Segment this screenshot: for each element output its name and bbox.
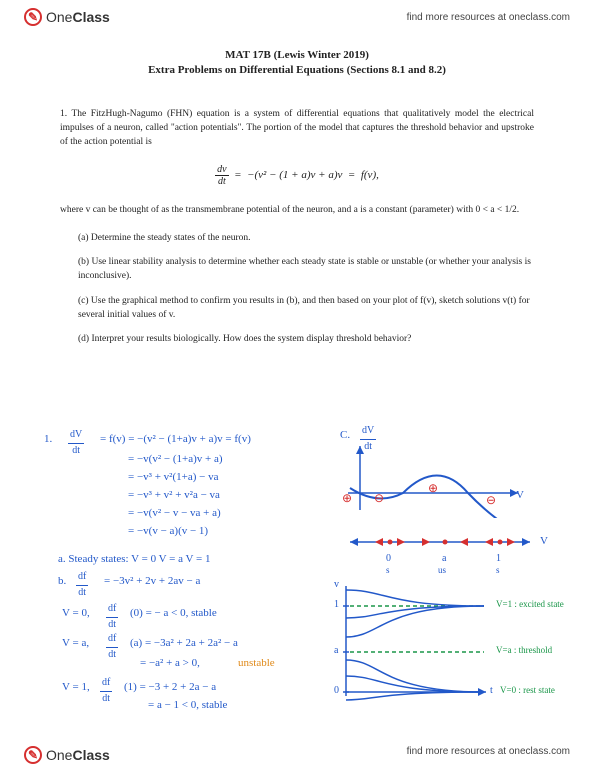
hand-line4: = −v³ + v² + v²a − va — [128, 488, 220, 504]
header-tagline: find more resources at oneclass.com — [407, 12, 570, 23]
hand-dt: dt — [68, 444, 84, 459]
hand-v1-a: V = 1, — [62, 680, 90, 696]
phase-ylabel: v — [334, 578, 339, 593]
logo-one: One — [46, 9, 72, 25]
hand-b-eq: = −3v² + 2v + 2av − a — [104, 574, 200, 590]
sign-minus-2: ⊖ — [486, 492, 496, 509]
numline-s1: s — [386, 564, 390, 577]
logo-text: OneClass — [46, 9, 110, 25]
part-d: (d) Interpret your results biologically.… — [78, 332, 534, 346]
hand-line5: = −v(v² − v − va + a) — [128, 506, 221, 522]
numline-s2: s — [496, 564, 500, 577]
footer-logo-icon: ✎ — [24, 746, 42, 764]
document-title: MAT 17B (Lewis Winter 2019) Extra Proble… — [60, 48, 534, 79]
phase-y0: 0 — [334, 684, 339, 699]
phase-t: t — [490, 684, 493, 699]
hand-line1: = f(v) = −(v² − (1+a)v + a)v = f(v) — [100, 432, 251, 448]
footer-logo-text: OneClass — [46, 747, 110, 763]
hand-v1-b: (1) = −3 + 2 + 2a − a — [124, 680, 216, 696]
title-line2: Extra Problems on Differential Equations… — [60, 63, 534, 78]
document-body: MAT 17B (Lewis Winter 2019) Extra Proble… — [0, 30, 594, 346]
hand-line6: = −v(v − a)(v − 1) — [128, 524, 208, 540]
label-excited: V=1 : excited state — [496, 598, 564, 611]
hand-v0-b: (0) = − a < 0, stable — [130, 606, 217, 622]
hand-va-unstable: unstable — [238, 656, 275, 672]
solutions-plot — [326, 582, 496, 702]
hand-num-1: 1. — [44, 432, 52, 448]
hand-steady: a. Steady states: V = 0 V = a V = 1 — [58, 552, 210, 568]
page-footer: ✎ OneClass find more resources at onecla… — [0, 746, 594, 764]
hand-va-b: (a) = −3a² + 2a + 2a² − a — [130, 636, 238, 652]
hand-v1-frac: dfdt — [100, 676, 112, 706]
numline-v: V — [540, 534, 548, 550]
hand-b-frac: dfdt — [76, 570, 88, 600]
hand-dvdt: dVdt — [68, 428, 84, 458]
part-c: (c) Use the graphical method to confirm … — [78, 294, 534, 323]
problem-intro: 1. The FitzHugh-Nagumo (FHN) equation is… — [60, 107, 534, 150]
hand-v0-frac: dfdt — [106, 602, 118, 632]
eq-fraction: dvdt — [215, 164, 228, 187]
footer-tagline: find more resources at oneclass.com — [407, 746, 570, 764]
logo-class: Class — [72, 9, 109, 25]
hand-va-a: V = a, — [62, 636, 89, 652]
part-b: (b) Use linear stability analysis to det… — [78, 255, 534, 284]
brand-logo: ✎ OneClass — [24, 8, 110, 26]
hand-va-frac: dfdt — [106, 632, 118, 662]
main-equation: dvdt = −(v² − (1 + a)v + a)v = f(v), — [60, 164, 534, 187]
phase-plot-fv — [328, 438, 528, 518]
logo-icon: ✎ — [24, 8, 42, 26]
phase-ya: a — [334, 644, 338, 659]
problem-after: where v can be thought of as the transme… — [60, 203, 534, 217]
hand-dv: dV — [68, 428, 84, 444]
page-header: ✎ OneClass find more resources at onecla… — [0, 0, 594, 30]
label-threshold: V=a : threshold — [496, 644, 552, 657]
numline-us: us — [438, 564, 446, 577]
hand-b-label: b. — [58, 574, 66, 590]
title-line1: MAT 17B (Lewis Winter 2019) — [60, 48, 534, 63]
axis-v-label: V — [516, 488, 524, 504]
label-rest: V=0 : rest state — [500, 684, 555, 697]
hand-v1-c: = a − 1 < 0, stable — [148, 698, 227, 714]
sign-plus-2: ⊕ — [428, 480, 438, 497]
phase-y1: 1 — [334, 598, 339, 613]
sign-minus-1: ⊖ — [374, 490, 384, 507]
footer-logo: ✎ OneClass — [24, 746, 110, 764]
hand-v0-a: V = 0, — [62, 606, 90, 622]
part-a: (a) Determine the steady states of the n… — [78, 231, 534, 245]
hand-line2: = −v(v² − (1+a)v + a) — [128, 452, 222, 468]
hand-line3: = −v³ + v²(1+a) − va — [128, 470, 218, 486]
hand-va-c: = −a² + a > 0, — [140, 656, 200, 672]
sign-plus-1: ⊕ — [342, 490, 352, 507]
